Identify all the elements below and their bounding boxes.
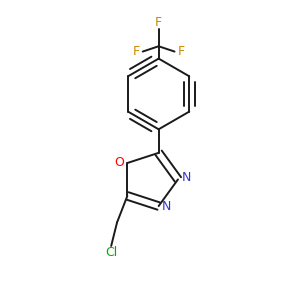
Text: F: F: [133, 45, 140, 58]
Text: N: N: [182, 172, 191, 184]
Text: F: F: [155, 16, 162, 29]
Text: N: N: [162, 200, 172, 213]
Text: Cl: Cl: [105, 246, 117, 259]
Text: F: F: [178, 45, 184, 58]
Text: O: O: [114, 156, 124, 169]
